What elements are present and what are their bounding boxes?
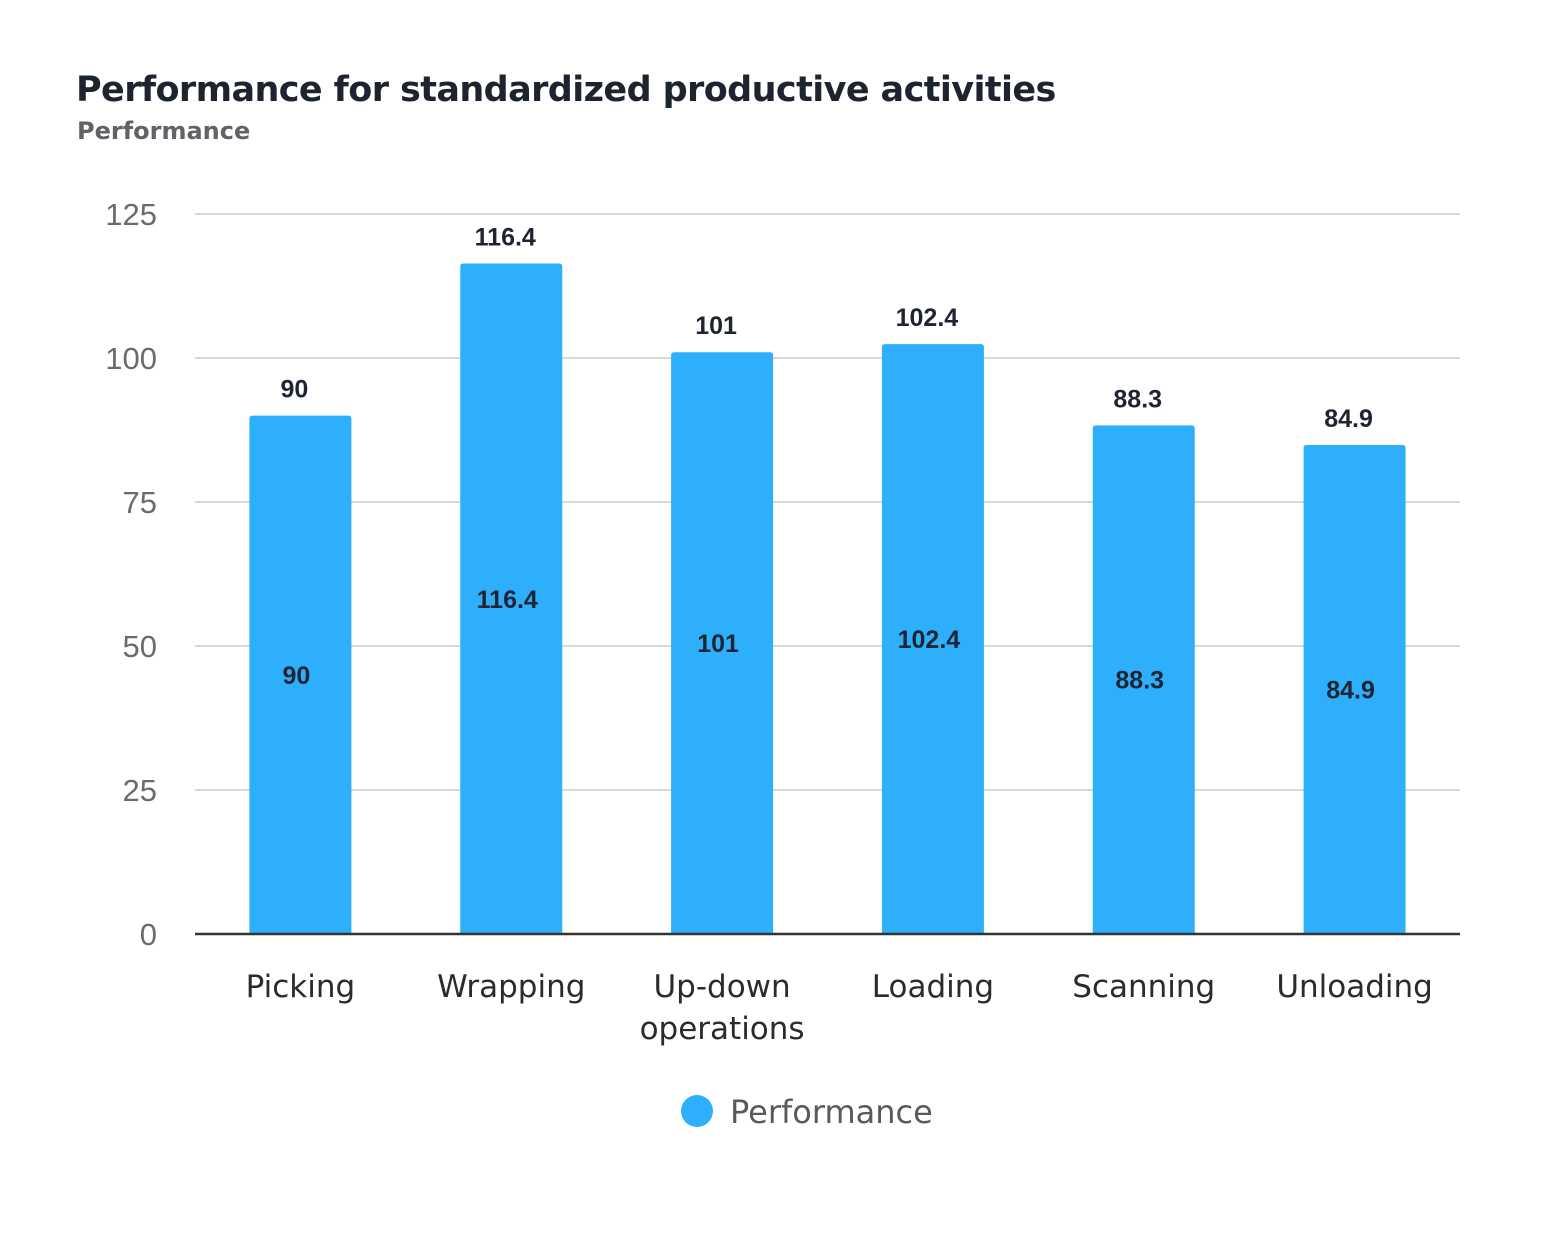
data-label-above: 84.9 bbox=[1324, 405, 1373, 433]
data-label-above: 101 bbox=[695, 312, 737, 340]
y-tick-label: 75 bbox=[123, 485, 157, 520]
data-label-above: 116.4 bbox=[475, 224, 536, 252]
y-tick-label: 25 bbox=[123, 773, 157, 808]
bar bbox=[881, 344, 984, 934]
chart-title: Performance for standardized productive … bbox=[76, 70, 1056, 110]
data-labels: 90 90 116.4 116.4 101 101 102.4 102.4 88.3 88.3 84… bbox=[281, 224, 1375, 705]
x-category-label: Wrapping bbox=[437, 969, 585, 1005]
bar bbox=[249, 415, 352, 935]
data-label-inside: 90 bbox=[283, 662, 311, 690]
axes: 0 25 50 75 100 125 Picking Wrapping Up-down opera… bbox=[105, 197, 1460, 1047]
chart-subtitle: Performance bbox=[77, 117, 251, 145]
y-tick-label: 0 bbox=[140, 917, 157, 952]
bar bbox=[1303, 444, 1406, 934]
x-category-label: Picking bbox=[246, 969, 356, 1005]
bar bbox=[460, 263, 563, 934]
x-category-label: Up-down bbox=[653, 969, 790, 1005]
data-label-inside: 88.3 bbox=[1115, 667, 1164, 695]
data-label-above: 90 bbox=[281, 376, 309, 404]
bar bbox=[671, 352, 774, 934]
data-label-inside: 116.4 bbox=[477, 586, 538, 614]
gridlines bbox=[195, 213, 1460, 791]
data-label-above: 88.3 bbox=[1113, 385, 1162, 413]
legend-label: Performance bbox=[730, 1093, 933, 1131]
data-label-inside: 101 bbox=[697, 630, 739, 658]
x-category-label: Loading bbox=[872, 969, 994, 1005]
y-tick-label: 100 bbox=[105, 341, 157, 376]
data-label-inside: 102.4 bbox=[898, 626, 961, 654]
legend-marker bbox=[681, 1095, 713, 1127]
y-tick-label: 125 bbox=[105, 197, 157, 232]
data-label-above: 102.4 bbox=[896, 304, 959, 332]
x-category-label: Unloading bbox=[1276, 969, 1433, 1005]
bars bbox=[249, 263, 1406, 935]
y-tick-label: 50 bbox=[123, 629, 157, 664]
data-label-inside: 84.9 bbox=[1326, 676, 1375, 704]
x-category-label: operations bbox=[640, 1011, 805, 1047]
bar bbox=[1092, 425, 1195, 934]
x-category-label: Scanning bbox=[1072, 969, 1215, 1005]
legend: Performance bbox=[681, 1093, 933, 1131]
